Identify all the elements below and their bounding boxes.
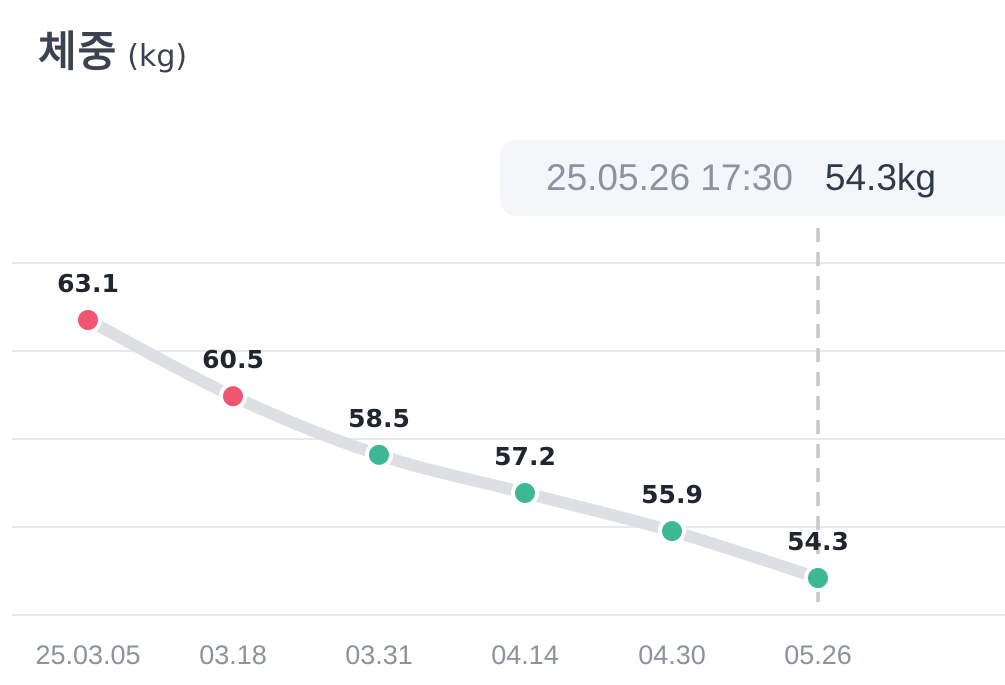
chart-title-main: 체중 — [38, 27, 118, 76]
grid-lines — [12, 262, 1005, 616]
data-label: 60.5 — [202, 345, 264, 374]
data-label: 54.3 — [787, 527, 849, 556]
x-tick-label: 04.30 — [638, 640, 706, 670]
series-line — [82, 314, 824, 584]
data-points[interactable] — [74, 306, 832, 592]
data-labels: 63.1 60.5 58.5 57.2 55.9 54.3 — [57, 269, 849, 556]
data-label: 55.9 — [641, 480, 703, 509]
selected-point-tooltip: 25.05.26 17:30 54.3kg — [500, 140, 1005, 216]
x-tick-label: 25.03.05 — [35, 640, 140, 670]
x-tick-label: 04.14 — [491, 640, 559, 670]
data-point[interactable] — [511, 478, 539, 507]
data-label: 58.5 — [348, 404, 410, 433]
x-axis-tick-labels: 25.03.05 03.18 03.31 04.14 04.30 05.26 — [35, 640, 851, 670]
data-point[interactable] — [74, 306, 102, 334]
data-point[interactable] — [658, 517, 686, 546]
series-line-path — [82, 314, 824, 584]
x-tick-label: 05.26 — [784, 640, 852, 670]
chart-title-unit: (kg) — [127, 39, 188, 74]
tooltip-value: 54.3kg — [824, 157, 936, 198]
x-tick-label: 03.31 — [345, 640, 413, 670]
tooltip-date: 25.05.26 17:30 — [546, 157, 793, 198]
data-point[interactable] — [219, 382, 247, 411]
data-label: 57.2 — [494, 442, 556, 471]
chart-title: 체중 (kg) — [38, 18, 187, 79]
data-label: 63.1 — [57, 269, 119, 298]
data-point[interactable] — [804, 564, 832, 592]
x-tick-label: 03.18 — [199, 640, 267, 670]
data-point[interactable] — [365, 440, 393, 469]
